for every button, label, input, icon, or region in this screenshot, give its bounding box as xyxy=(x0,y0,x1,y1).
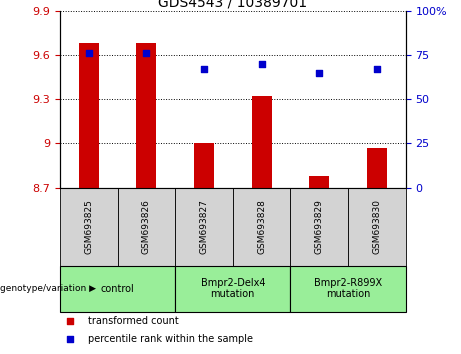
Text: Bmpr2-Delx4
mutation: Bmpr2-Delx4 mutation xyxy=(201,278,265,299)
Bar xyxy=(60,188,118,266)
Bar xyxy=(175,188,233,266)
Point xyxy=(85,50,92,56)
Text: percentile rank within the sample: percentile rank within the sample xyxy=(88,334,253,344)
Text: GSM693829: GSM693829 xyxy=(315,199,324,254)
Point xyxy=(200,66,207,72)
Bar xyxy=(290,188,348,266)
Bar xyxy=(79,43,99,188)
Bar xyxy=(348,188,406,266)
Bar xyxy=(60,266,175,312)
Bar xyxy=(175,266,290,312)
Bar xyxy=(252,96,272,188)
Text: genotype/variation ▶: genotype/variation ▶ xyxy=(0,284,96,293)
Text: Bmpr2-R899X
mutation: Bmpr2-R899X mutation xyxy=(314,278,382,299)
Point xyxy=(66,319,74,324)
Point xyxy=(258,61,266,67)
Bar xyxy=(290,266,406,312)
Text: GSM693830: GSM693830 xyxy=(372,199,381,254)
Point xyxy=(315,70,323,75)
Text: GSM693827: GSM693827 xyxy=(200,199,208,254)
Bar xyxy=(194,143,214,188)
Text: GSM693826: GSM693826 xyxy=(142,199,151,254)
Bar xyxy=(118,188,175,266)
Text: GSM693828: GSM693828 xyxy=(257,199,266,254)
Text: control: control xyxy=(100,284,135,293)
Bar xyxy=(309,176,329,188)
Bar xyxy=(136,43,156,188)
Point xyxy=(142,50,150,56)
Title: GDS4543 / 10389701: GDS4543 / 10389701 xyxy=(158,0,307,10)
Point xyxy=(373,66,381,72)
Text: transformed count: transformed count xyxy=(88,316,178,326)
Point xyxy=(66,336,74,342)
Bar xyxy=(233,188,290,266)
Bar xyxy=(367,148,387,188)
Text: GSM693825: GSM693825 xyxy=(84,199,93,254)
